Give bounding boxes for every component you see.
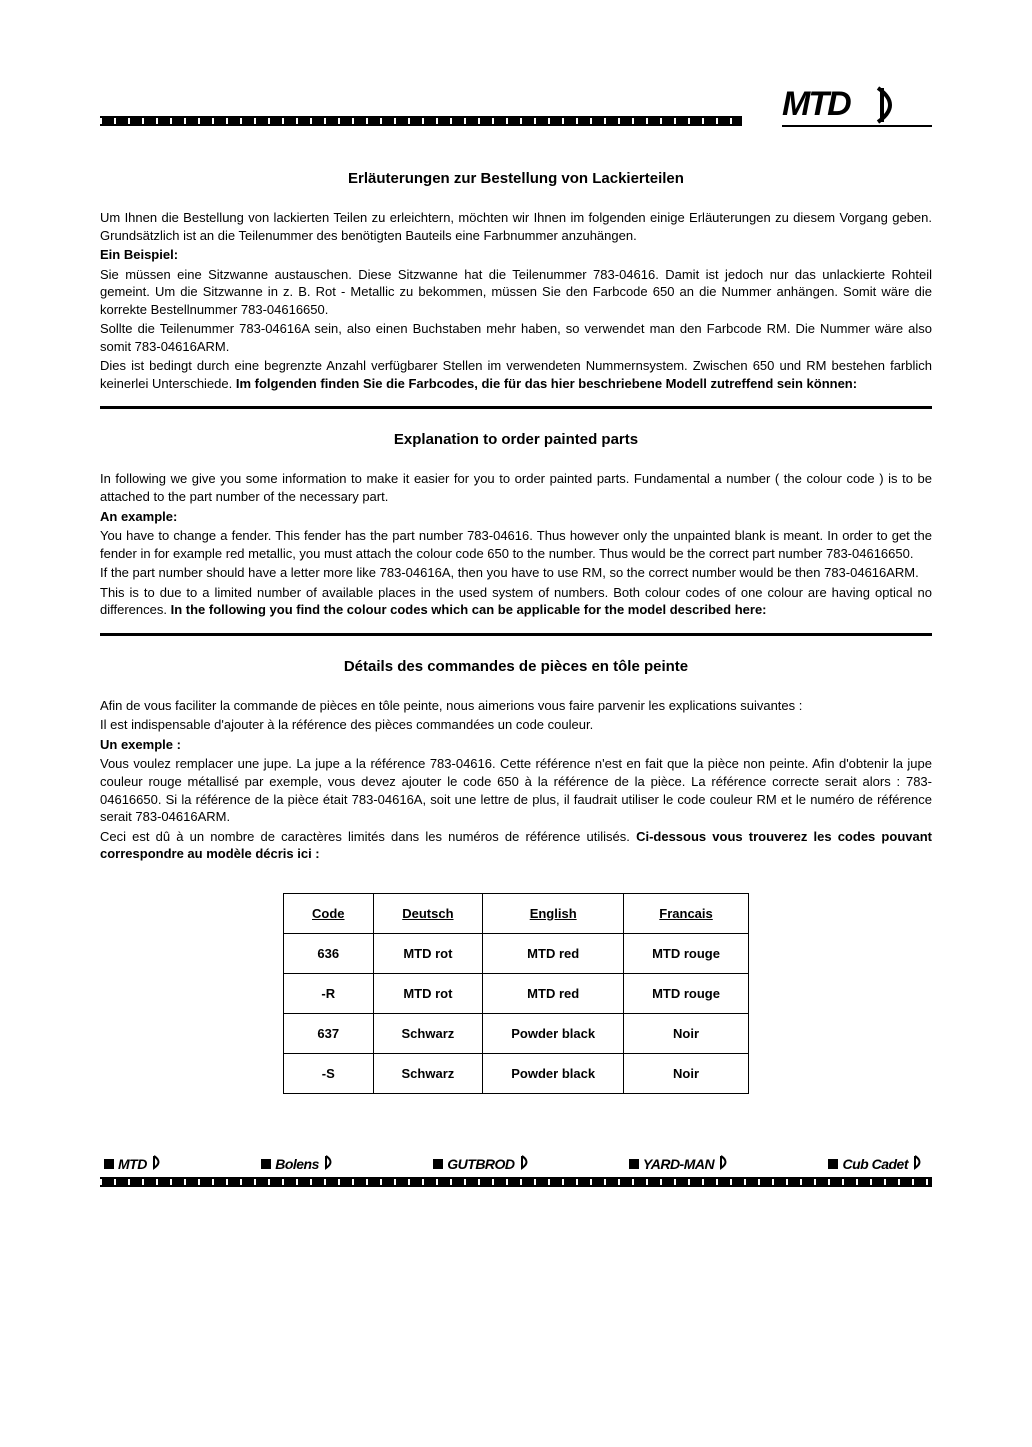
table-header-cell: Code — [284, 893, 374, 933]
table-cell: MTD red — [483, 973, 624, 1013]
paragraph: Ein Beispiel: — [100, 246, 932, 264]
table-cell: -S — [284, 1053, 374, 1093]
section-title: Erläuterungen zur Bestellung von Lackier… — [100, 170, 932, 187]
paragraph: Um Ihnen die Bestellung von lackierten T… — [100, 209, 932, 244]
table-cell: 637 — [284, 1013, 374, 1053]
brand-name: Bolens — [275, 1156, 319, 1172]
brand-swoosh-icon — [151, 1154, 167, 1175]
brand-name: MTD — [118, 1156, 147, 1172]
section-body: Um Ihnen die Bestellung von lackierten T… — [100, 209, 932, 392]
table-header-cell: Deutsch — [373, 893, 483, 933]
table-body: 636MTD rotMTD redMTD rouge-RMTD rotMTD r… — [284, 933, 749, 1093]
paragraph: This is to due to a limited number of av… — [100, 584, 932, 619]
brand-name: GUTBROD — [447, 1156, 514, 1172]
footer-brand-logos: MTD Bolens GUTBROD YARD-MAN Cub Cadet — [100, 1154, 932, 1175]
footer-brand: Cub Cadet — [828, 1154, 928, 1175]
table-cell: MTD rouge — [624, 973, 749, 1013]
table-header-cell: Francais — [624, 893, 749, 933]
paragraph: Dies ist bedingt durch eine begrenzte An… — [100, 357, 932, 392]
paragraph: Afin de vous faciliter la commande de pi… — [100, 697, 932, 715]
table-cell: MTD rot — [373, 933, 483, 973]
table-row: 637SchwarzPowder blackNoir — [284, 1013, 749, 1053]
section-divider — [100, 406, 932, 409]
paragraph: Sie müssen eine Sitzwanne austauschen. D… — [100, 266, 932, 319]
footer-brand: Bolens — [261, 1154, 339, 1175]
table-cell: MTD rouge — [624, 933, 749, 973]
footer-brand: GUTBROD — [433, 1154, 534, 1175]
section-body: In following we give you some informatio… — [100, 470, 932, 618]
paragraph: Vous voulez remplacer une jupe. La jupe … — [100, 755, 932, 825]
paragraph: Sollte die Teilenummer 783-04616A sein, … — [100, 320, 932, 355]
table-row: -RMTD rotMTD redMTD rouge — [284, 973, 749, 1013]
paragraph: An example: — [100, 508, 932, 526]
section-title: Explanation to order painted parts — [100, 431, 932, 448]
paragraph: If the part number should have a letter … — [100, 564, 932, 582]
footer-brand: YARD-MAN — [629, 1154, 734, 1175]
paragraph: Un exemple : — [100, 736, 932, 754]
paragraph: Il est indispensable d'ajouter à la réfé… — [100, 716, 932, 734]
color-code-table: CodeDeutschEnglishFrancais 636MTD rotMTD… — [283, 893, 749, 1094]
brand-bullet-icon — [261, 1159, 271, 1169]
table-cell: MTD red — [483, 933, 624, 973]
footer-brand: MTD — [104, 1154, 167, 1175]
table-cell: MTD rot — [373, 973, 483, 1013]
brand-swoosh-icon — [718, 1154, 734, 1175]
table-row: -SSchwarzPowder blackNoir — [284, 1053, 749, 1093]
paragraph-bold-tail: Im folgenden finden Sie die Farbcodes, d… — [236, 376, 857, 391]
brand-swoosh-icon — [519, 1154, 535, 1175]
brand-swoosh-icon — [323, 1154, 339, 1175]
footer: MTD Bolens GUTBROD YARD-MAN Cub Cadet — [100, 1154, 932, 1187]
table-cell: Noir — [624, 1053, 749, 1093]
footer-pattern-bar — [100, 1177, 932, 1187]
table-cell: Schwarz — [373, 1053, 483, 1093]
header: MTD — [100, 80, 932, 130]
paragraph-text: Ceci est dû à un nombre de caractères li… — [100, 829, 636, 844]
section-title: Détails des commandes de pièces en tôle … — [100, 658, 932, 675]
table-cell: Schwarz — [373, 1013, 483, 1053]
table-header-cell: English — [483, 893, 624, 933]
brand-bullet-icon — [828, 1159, 838, 1169]
table-cell: 636 — [284, 933, 374, 973]
paragraph: Ceci est dû à un nombre de caractères li… — [100, 828, 932, 863]
brand-swoosh-icon — [912, 1154, 928, 1175]
brand-name: Cub Cadet — [842, 1156, 908, 1172]
table-cell: Noir — [624, 1013, 749, 1053]
section-divider — [100, 633, 932, 636]
table-cell: Powder black — [483, 1013, 624, 1053]
section-body: Afin de vous faciliter la commande de pi… — [100, 697, 932, 863]
table-cell: -R — [284, 973, 374, 1013]
brand-bullet-icon — [104, 1159, 114, 1169]
brand-name: YARD-MAN — [643, 1156, 714, 1172]
brand-bullet-icon — [629, 1159, 639, 1169]
mtd-logo: MTD — [782, 80, 932, 130]
header-pattern-bar — [100, 116, 742, 126]
svg-text:MTD: MTD — [782, 85, 851, 123]
table-row: 636MTD rotMTD redMTD rouge — [284, 933, 749, 973]
paragraph-bold-tail: In the following you find the colour cod… — [171, 602, 767, 617]
paragraph: You have to change a fender. This fender… — [100, 527, 932, 562]
table-header-row: CodeDeutschEnglishFrancais — [284, 893, 749, 933]
paragraph: In following we give you some informatio… — [100, 470, 932, 505]
brand-bullet-icon — [433, 1159, 443, 1169]
table-cell: Powder black — [483, 1053, 624, 1093]
sections-container: Erläuterungen zur Bestellung von Lackier… — [100, 170, 932, 863]
